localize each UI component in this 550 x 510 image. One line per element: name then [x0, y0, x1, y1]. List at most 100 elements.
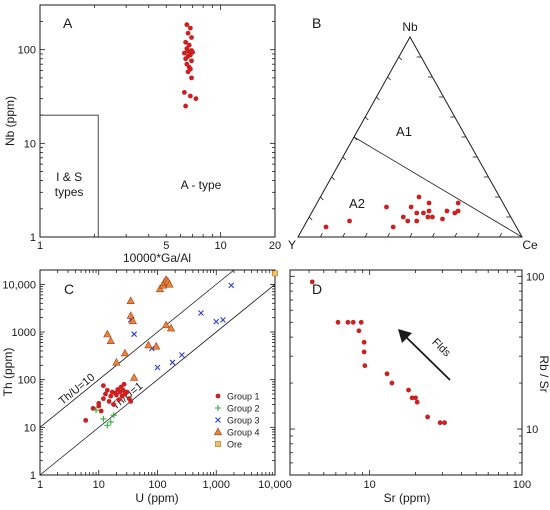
- data-point: [213, 318, 220, 325]
- y-tick-label: 10: [24, 138, 36, 150]
- panel-a-xlabel: 10000*Ga/Al: [123, 251, 191, 265]
- ternary-tick: [364, 232, 368, 238]
- data-point: [406, 387, 411, 393]
- x-tick-label: 5: [163, 240, 169, 252]
- x-tick-label: 100: [148, 479, 166, 491]
- data-point: [110, 412, 117, 419]
- panel-a-letter: A: [63, 15, 73, 31]
- data-point: [323, 224, 329, 230]
- data-point: [215, 393, 221, 399]
- data-point: [215, 417, 221, 423]
- x-tick-label: 1: [37, 479, 43, 491]
- ternary-tick: [364, 116, 369, 121]
- ternary-field-a2: A2: [349, 196, 365, 211]
- data-point: [413, 395, 418, 401]
- data-point: [126, 296, 135, 304]
- data-point: [103, 329, 112, 338]
- y-tick-label: 10: [24, 422, 36, 434]
- data-point: [425, 414, 430, 420]
- y-tick-label: 1: [30, 232, 36, 244]
- x-tick-label: 10,000: [258, 479, 292, 491]
- y-tick-label: 100: [526, 271, 544, 283]
- data-point: [430, 214, 435, 220]
- panel-d-xlabel: Sr (ppm): [384, 491, 431, 505]
- data-point: [185, 48, 191, 54]
- panel-d-axes: 10 100 10 100: [289, 270, 544, 491]
- ternary-tick: [331, 176, 335, 181]
- data-point: [93, 407, 100, 414]
- data-point: [414, 218, 420, 224]
- flds-label: Flds: [429, 336, 453, 359]
- data-point: [185, 30, 191, 36]
- panel-b-letter: B: [312, 15, 321, 31]
- data-point: [166, 323, 176, 332]
- panel-a-frame: [39, 4, 276, 238]
- data-point: [181, 50, 187, 56]
- ternary-ticks: [308, 56, 511, 238]
- panel-b: B Nb Y Ce A1 A2: [288, 15, 538, 252]
- data-point: [104, 387, 110, 393]
- legend-label: Ore: [227, 440, 242, 450]
- data-point: [409, 395, 415, 401]
- ternary-tick: [342, 232, 346, 238]
- ternary-field-a1: A1: [396, 124, 412, 139]
- legend-entry: Group 3: [215, 416, 260, 426]
- data-point: [400, 214, 406, 220]
- y-tick-label: 10: [526, 424, 538, 436]
- data-point: [116, 397, 122, 403]
- data-point: [405, 218, 411, 224]
- data-point: [444, 208, 450, 214]
- data-point: [189, 35, 194, 40]
- data-point: [437, 420, 443, 426]
- panel-d-frame: [289, 269, 523, 476]
- panel-a-points: [181, 22, 199, 109]
- series-group-1: [83, 381, 134, 423]
- data-point: [358, 319, 364, 325]
- ternary-tick: [476, 232, 480, 238]
- panel-d: D Sr (ppm) Rb / Sr 10 100 10 100 Flds: [289, 269, 550, 505]
- data-point: [421, 210, 426, 216]
- data-point: [389, 380, 395, 386]
- data-point: [187, 25, 193, 31]
- data-point: [120, 387, 126, 393]
- data-point: [126, 311, 135, 319]
- panel-d-ylabel: Rb / Sr: [537, 355, 550, 392]
- data-point: [384, 204, 389, 210]
- ternary-tick: [308, 216, 313, 221]
- data-point: [356, 328, 362, 334]
- panel-d-letter: D: [312, 281, 322, 297]
- data-point: [186, 42, 192, 48]
- data-point: [272, 270, 278, 277]
- data-point: [83, 417, 89, 423]
- x-tick-label: 1: [37, 240, 43, 252]
- panel-a-axes: 1 5 10 20 1 10 100: [18, 4, 281, 252]
- data-point: [106, 336, 115, 345]
- legend-entry: Group 4: [213, 428, 260, 438]
- data-point: [107, 418, 114, 425]
- data-point: [103, 391, 108, 397]
- y-tick-label: 10,000: [2, 279, 36, 291]
- data-point: [189, 58, 194, 64]
- ternary-tick: [499, 232, 502, 238]
- panel-a-ylabel: Nb (ppm): [3, 96, 17, 146]
- data-point: [220, 316, 226, 323]
- legend-entry: Ore: [215, 440, 242, 450]
- x-tick-label: 10: [364, 479, 376, 491]
- data-point: [390, 224, 396, 230]
- ternary-tick: [376, 96, 380, 101]
- data-point: [183, 56, 189, 62]
- ternary-vertex-nb: Nb: [402, 20, 418, 34]
- data-point: [455, 200, 461, 206]
- ternary-tick: [387, 232, 390, 238]
- data-point: [416, 194, 422, 200]
- data-point: [165, 279, 174, 288]
- legend-label: Group 3: [227, 416, 260, 426]
- data-point: [181, 89, 187, 95]
- data-point: [185, 69, 191, 75]
- data-point: [228, 282, 235, 289]
- panel-a-is-label-line2: types: [55, 185, 84, 199]
- data-point: [128, 316, 137, 325]
- panel-a-atype-label: A - type: [181, 178, 222, 192]
- data-point: [106, 399, 112, 404]
